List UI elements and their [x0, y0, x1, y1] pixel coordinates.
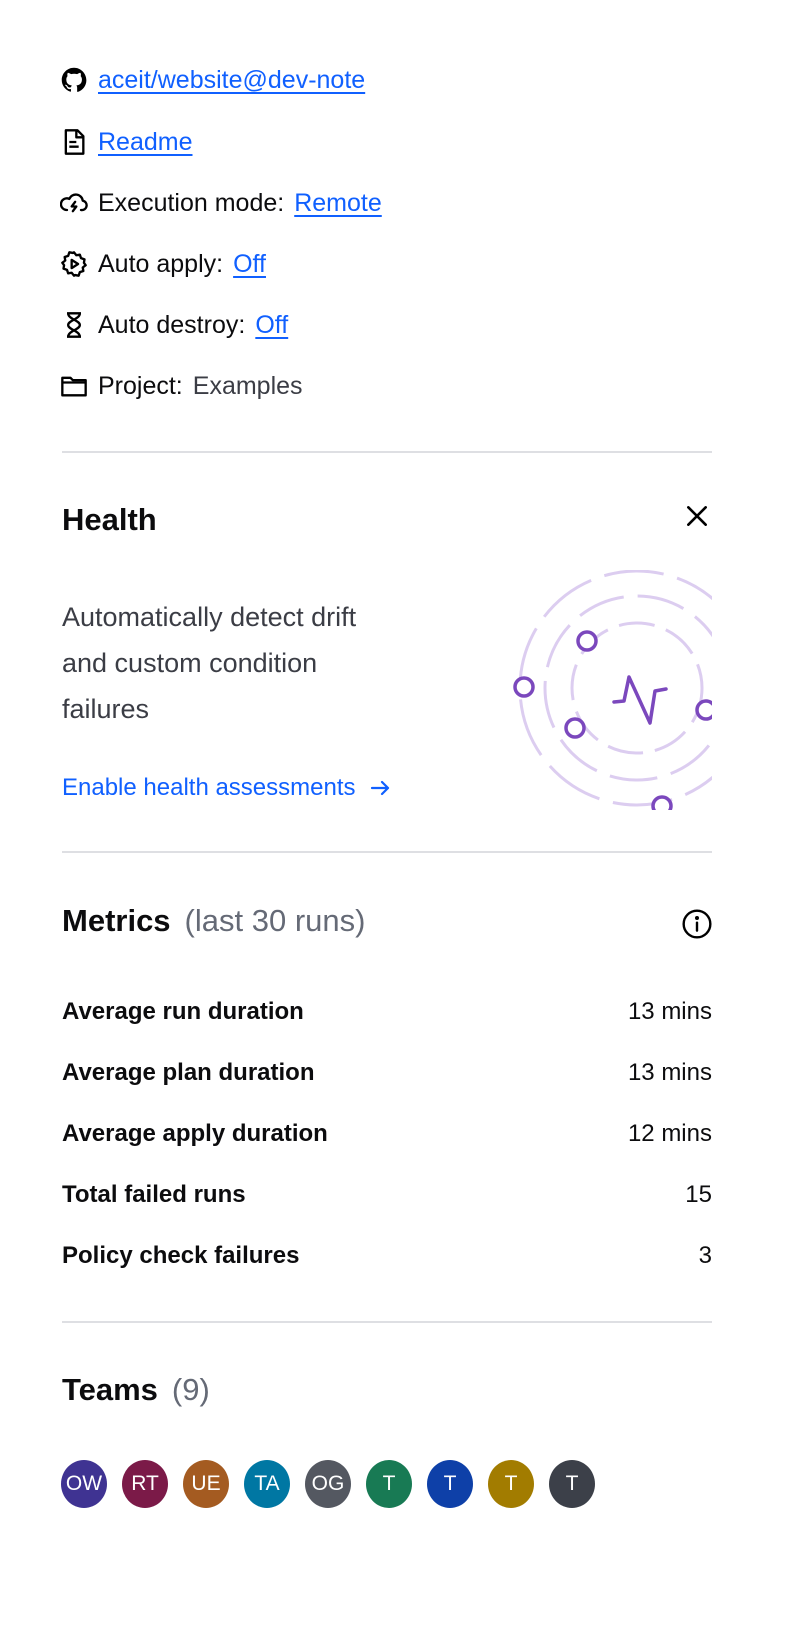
close-icon[interactable] — [684, 503, 710, 529]
team-avatar[interactable]: TA — [244, 1460, 290, 1508]
metrics-subtitle: (last 30 runs) — [184, 903, 366, 938]
metrics-title-text: Metrics — [62, 903, 171, 938]
auto-destroy-row: Auto destroy: Off — [60, 307, 288, 343]
folder-icon — [61, 376, 87, 397]
health-illustration — [513, 570, 712, 810]
enable-health-label: Enable health assessments — [62, 774, 356, 801]
metric-label: Total failed runs — [62, 1181, 246, 1208]
project-label: Project: — [98, 371, 183, 400]
description-line: and custom condition — [62, 648, 318, 678]
metric-label: Policy check failures — [62, 1242, 300, 1269]
team-avatar[interactable]: OG — [305, 1460, 351, 1508]
team-avatar[interactable]: RT — [122, 1460, 168, 1508]
divider — [62, 1321, 712, 1323]
enable-health-link[interactable]: Enable health assessments — [62, 774, 392, 802]
metric-label: Average plan duration — [62, 1059, 315, 1086]
repo-row: aceit/website@dev-note — [60, 62, 365, 98]
repo-link[interactable]: aceit/website@dev-note — [98, 65, 366, 94]
execution-mode-row: Execution mode: Remote — [60, 185, 382, 221]
team-avatar[interactable]: T — [427, 1460, 473, 1508]
execution-mode-link[interactable]: Remote — [294, 188, 382, 217]
teams-title-text: Teams — [62, 1372, 158, 1407]
readme-link[interactable]: Readme — [98, 127, 193, 156]
metric-value: 15 — [685, 1181, 712, 1208]
health-title: Health — [62, 502, 157, 537]
metrics-title: Metrics (last 30 runs) — [62, 903, 365, 939]
metric-value: 3 — [698, 1242, 712, 1269]
metric-value: 12 mins — [627, 1120, 712, 1147]
metric-row: Average apply duration 12 mins — [62, 1118, 712, 1150]
hourglass-icon — [67, 312, 82, 338]
readme-row: Readme — [60, 124, 193, 160]
metric-label: Average apply duration — [62, 1120, 328, 1147]
auto-apply-link[interactable]: Off — [233, 249, 266, 278]
team-avatar[interactable]: T — [549, 1460, 595, 1508]
auto-destroy-link[interactable]: Off — [255, 310, 289, 339]
execution-mode-label: Execution mode: — [98, 188, 285, 217]
description-line: Automatically detect drift — [62, 602, 357, 632]
team-avatar[interactable]: T — [366, 1460, 412, 1508]
metric-row: Average run duration 13 mins — [62, 996, 712, 1028]
divider — [62, 851, 712, 853]
team-avatar[interactable]: UE — [183, 1460, 229, 1508]
team-avatar[interactable]: OW — [61, 1460, 107, 1508]
metric-row: Policy check failures 3 — [62, 1240, 712, 1272]
teams-count: (9) — [171, 1372, 210, 1407]
metric-value: 13 mins — [627, 998, 712, 1025]
auto-apply-label: Auto apply: — [98, 249, 224, 278]
file-text-icon — [64, 129, 85, 155]
arrow-right-icon — [370, 780, 389, 796]
auto-apply-row: Auto apply: Off — [60, 246, 266, 282]
teams-title: Teams (9) — [62, 1372, 210, 1408]
gear-play-icon — [61, 251, 87, 277]
divider — [62, 451, 712, 453]
github-icon — [61, 67, 87, 92]
info-icon[interactable] — [681, 908, 713, 940]
metric-row: Average plan duration 13 mins — [62, 1057, 712, 1089]
description-line: failures — [62, 694, 150, 724]
project-value: Examples — [192, 371, 303, 400]
metric-row: Total failed runs 15 — [62, 1179, 712, 1211]
cloud-lightning-icon — [60, 193, 88, 213]
health-description: Automatically detect drift and custom co… — [62, 594, 462, 732]
metric-value: 13 mins — [627, 1059, 712, 1086]
auto-destroy-label: Auto destroy: — [98, 310, 246, 339]
metric-label: Average run duration — [62, 998, 304, 1025]
team-avatar[interactable]: T — [488, 1460, 534, 1508]
project-row: Project: Examples — [60, 368, 303, 404]
